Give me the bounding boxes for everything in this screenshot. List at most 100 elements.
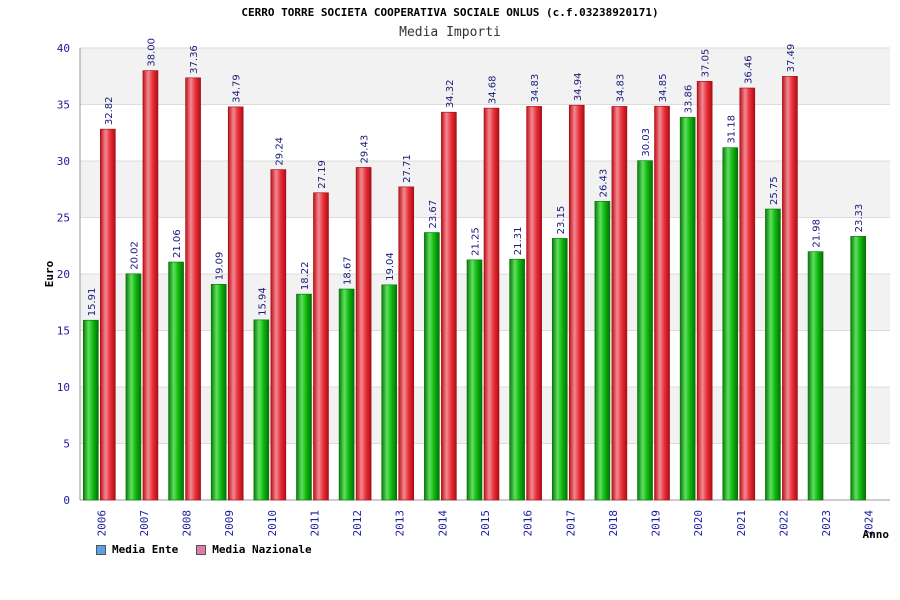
bar-media-nazionale [227,106,244,501]
data-label-media-ente: 33.86 [684,85,695,114]
x-tick-label: 2009 [223,510,236,537]
x-tick-label: 2024 [863,510,876,537]
bar-media-nazionale [185,77,201,501]
bar-media-ente [296,293,312,501]
bar-media-nazionale [696,81,713,501]
bar-media-ente [765,208,781,501]
data-label-media-nazionale: 34.94 [573,73,584,102]
data-label-media-ente: 21.98 [812,219,823,248]
data-label-media-ente: 19.09 [215,252,226,281]
data-label-media-ente: 15.91 [87,288,98,317]
data-label-media-ente: 30.03 [641,128,652,157]
data-label-media-nazionale: 27.19 [317,160,328,189]
x-tick-label: 2022 [777,510,790,537]
bar-media-ente [253,319,270,501]
y-tick-label: 20 [57,268,70,281]
x-tick-label: 2020 [692,510,705,537]
x-tick-label: 2010 [266,510,279,537]
data-label-media-nazionale: 34.32 [445,80,456,109]
x-tick-label: 2013 [394,510,407,537]
bar-media-ente [338,288,355,501]
bar-media-nazionale [782,76,798,501]
x-axis-label: Anno [863,528,890,541]
x-tick-label: 2018 [607,510,620,537]
bar-media-ente [509,258,525,501]
data-label-media-ente: 23.67 [428,200,439,229]
chart-title: CERRO TORRE SOCIETA COOPERATIVA SOCIALE … [241,6,659,19]
data-label-media-ente: 23.33 [854,204,865,233]
data-label-media-ente: 15.94 [257,287,268,316]
data-label-media-ente: 21.06 [172,229,183,258]
bar-media-ente [722,147,739,501]
x-tick-label: 2012 [351,510,364,537]
x-tick-label: 2006 [95,510,108,537]
bar-media-nazionale [355,167,372,501]
bar-media-nazionale [654,105,670,501]
bar-media-ente [168,261,184,501]
bar-media-ente [210,283,227,501]
bar-media-ente [679,117,696,501]
bar-media-ente [381,284,398,501]
bar-media-ente [83,319,99,501]
bar-media-ente [551,238,568,501]
data-label-media-nazionale: 37.36 [189,45,200,74]
legend-swatch-media-ente [96,544,106,555]
x-tick-label: 2008 [181,510,194,537]
data-label-media-nazionale: 29.24 [274,137,285,166]
data-label-media-ente: 21.25 [471,227,482,256]
x-tick-label: 2017 [564,510,577,537]
data-label-media-nazionale: 37.05 [701,49,712,78]
bar-media-nazionale [568,104,585,501]
x-tick-label: 2019 [650,510,663,537]
x-tick-label: 2021 [735,510,748,537]
data-label-media-nazionale: 36.46 [743,55,754,84]
legend-item-media-ente: Media Ente [96,543,178,556]
bar-media-ente [850,236,866,501]
y-tick-label: 0 [63,494,70,507]
bar-media-nazionale [313,192,329,501]
data-label-media-ente: 18.22 [300,261,311,290]
y-tick-label: 35 [57,99,70,112]
bar-media-nazionale [100,128,116,501]
y-tick-label: 30 [57,155,70,168]
data-label-media-nazionale: 34.79 [232,74,243,103]
data-label-media-ente: 26.43 [598,169,609,198]
grid-band [80,48,890,105]
data-label-media-nazionale: 34.68 [488,75,499,104]
data-label-media-ente: 21.31 [513,227,524,256]
chart-legend: Media Ente Media Nazionale [96,543,312,556]
y-tick-label: 5 [63,438,70,451]
bar-media-ente [424,232,440,501]
bar-media-ente [594,201,611,501]
x-tick-label: 2007 [138,510,151,537]
y-tick-label: 25 [57,212,70,225]
data-label-media-nazionale: 34.83 [530,74,541,103]
y-tick-label: 10 [57,381,70,394]
bar-media-ente [125,273,142,501]
y-tick-label: 15 [57,325,70,338]
legend-label-media-ente: Media Ente [112,543,179,556]
data-label-media-nazionale: 34.83 [615,74,626,103]
bar-media-nazionale [270,169,287,501]
bar-media-ente [466,259,483,501]
x-tick-label: 2023 [820,510,833,537]
x-tick-label: 2016 [522,510,535,537]
y-axis-label: Euro [43,260,56,287]
data-label-media-ente: 31.18 [726,115,737,144]
bar-media-nazionale [739,87,756,501]
data-label-media-nazionale: 34.85 [658,74,669,103]
data-label-media-ente: 20.02 [129,241,140,270]
bar-media-nazionale [142,70,159,501]
bar-media-nazionale [483,107,500,501]
chart-subtitle: Media Importi [399,25,501,40]
data-label-media-nazionale: 37.49 [786,44,797,73]
bar-media-nazionale [441,111,457,501]
x-tick-label: 2014 [436,510,449,537]
bar-media-nazionale [526,106,542,501]
bar-media-nazionale [611,106,628,501]
data-label-media-nazionale: 29.43 [360,135,371,164]
legend-item-media-nazionale: Media Nazionale [196,543,312,556]
data-label-media-ente: 19.04 [385,252,396,281]
data-label-media-ente: 18.67 [343,256,354,285]
